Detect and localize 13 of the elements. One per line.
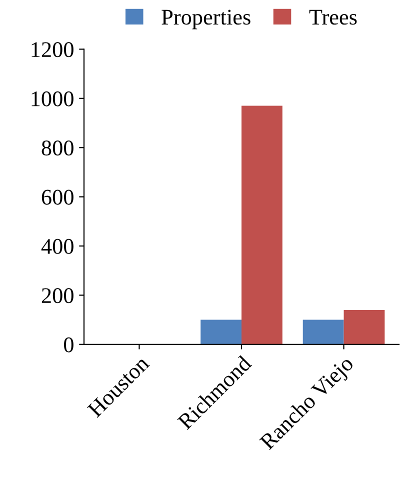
y-tick-label: 1000 — [32, 91, 74, 106]
y-tick-label: 600 — [42, 190, 74, 205]
y-tick-label: 800 — [42, 140, 74, 156]
y-tick-label: 400 — [41, 238, 74, 254]
bar — [302, 320, 344, 344]
y-tick-label: 1200 — [32, 42, 74, 58]
legend-label: Trees — [309, 10, 357, 25]
legend-label: Properties — [162, 10, 250, 30]
bar — [200, 320, 242, 344]
bar — [344, 310, 385, 344]
bar — [242, 106, 282, 344]
y-tick-label: 200 — [42, 288, 74, 304]
y-tick-label: 0 — [64, 337, 74, 352]
